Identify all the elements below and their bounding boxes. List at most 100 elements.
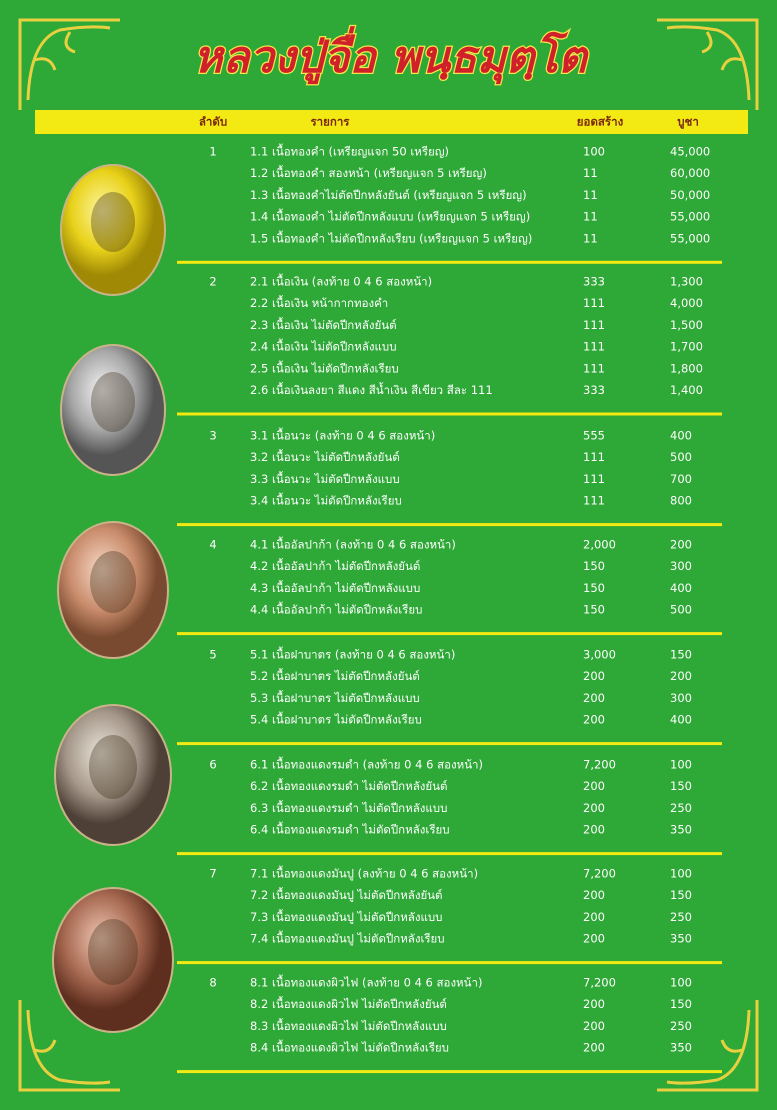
column-header: รายการ — [311, 115, 351, 129]
item: 2.3 เนื้อเงิน ไม่ตัดปีกหลังยันต์ — [250, 317, 397, 332]
group-number: 4 — [209, 538, 216, 552]
medal — [57, 521, 169, 659]
quantity: 11 — [583, 166, 598, 180]
price: 100 — [670, 976, 692, 990]
group-number: 8 — [209, 976, 216, 990]
price: 45,000 — [670, 145, 710, 159]
quantity: 7,200 — [583, 976, 616, 990]
quantity: 555 — [583, 429, 605, 443]
price: 60,000 — [670, 166, 710, 180]
column-header: ลำดับ — [199, 115, 227, 129]
item: 1.1 เนื้อทองคำ (เหรียญแจก 50 เหรียญ) — [250, 144, 449, 159]
price: 1,500 — [670, 318, 703, 332]
header-bar — [35, 110, 748, 134]
item: 1.3 เนื้อทองคำไม่ตัดปีกหลังยันต์ (เหรียญ… — [250, 187, 527, 202]
quantity: 150 — [583, 581, 605, 595]
medal — [54, 704, 172, 846]
price: 100 — [670, 867, 692, 881]
quantity: 111 — [583, 472, 605, 486]
price: 500 — [670, 603, 692, 617]
separator — [177, 260, 722, 264]
title: หลวงปู่จื่อ พนฺธมุตฺโต — [193, 26, 589, 85]
price: 1,300 — [670, 275, 703, 289]
quantity: 11 — [583, 210, 598, 224]
price: 1,800 — [670, 361, 703, 375]
price: 1,700 — [670, 340, 703, 354]
group-number: 3 — [209, 429, 216, 443]
price: 200 — [670, 669, 692, 683]
quantity: 333 — [583, 275, 605, 289]
item: 2.1 เนื้อเงิน (ลงท้าย 0 4 6 สองหน้า) — [250, 274, 432, 289]
item: 8.4 เนื้อทองแดงผิวไฟ ไม่ตัดปีกหลังเรียบ — [250, 1040, 449, 1055]
item: 2.2 เนื้อเงิน หน้ากากทองคำ — [250, 295, 388, 310]
quantity: 200 — [583, 691, 605, 705]
group-number: 2 — [209, 275, 216, 289]
price: 800 — [670, 494, 692, 508]
price: 350 — [670, 823, 692, 837]
item: 5.3 เนื้อฝาบาตร ไม่ตัดปีกหลังแบบ — [250, 690, 420, 705]
quantity: 11 — [583, 188, 598, 202]
quantity: 2,000 — [583, 538, 616, 552]
quantity: 200 — [583, 997, 605, 1011]
group-number: 6 — [209, 758, 216, 772]
quantity: 111 — [583, 318, 605, 332]
price: 4,000 — [670, 296, 703, 310]
price: 250 — [670, 801, 692, 815]
item: 7.2 เนื้อทองแดงมันปู ไม่ตัดปีกหลังยันต์ — [250, 887, 443, 902]
price: 50,000 — [670, 188, 710, 202]
medals — [52, 164, 174, 1033]
item: 3.2 เนื้อนวะ ไม่ตัดปีกหลังยันต์ — [250, 449, 400, 464]
item: 8.2 เนื้อทองแดงผิวไฟ ไม่ตัดปีกหลังยันต์ — [250, 996, 447, 1011]
item: 4.2 เนื้ออัลปาก้า ไม่ตัดปีกหลังยันต์ — [250, 558, 420, 573]
price: 150 — [670, 888, 692, 902]
quantity: 200 — [583, 910, 605, 924]
item: 7.1 เนื้อทองแดงมันปู (ลงท้าย 0 4 6 สองหน… — [250, 866, 478, 881]
item: 8.1 เนื้อทองแดงผิวไฟ (ลงท้าย 0 4 6 สองหน… — [250, 975, 482, 990]
price: 55,000 — [670, 231, 710, 245]
price: 150 — [670, 779, 692, 793]
price: 350 — [670, 932, 692, 946]
item: 3.3 เนื้อนวะ ไม่ตัดปีกหลังแบบ — [250, 471, 400, 486]
item: 4.3 เนื้ออัลปาก้า ไม่ตัดปีกหลังแบบ — [250, 580, 420, 595]
quantity: 200 — [583, 1041, 605, 1055]
item: 4.4 เนื้ออัลปาก้า ไม่ตัดปีกหลังเรียบ — [250, 602, 422, 617]
quantity: 333 — [583, 383, 605, 397]
item: 4.1 เนื้ออัลปาก้า (ลงท้าย 0 4 6 สองหน้า) — [250, 537, 456, 552]
quantity: 7,200 — [583, 867, 616, 881]
item: 5.2 เนื้อฝาบาตร ไม่ตัดปีกหลังยันต์ — [250, 668, 420, 683]
price: 250 — [670, 910, 692, 924]
quantity: 150 — [583, 603, 605, 617]
column-header: บูชา — [677, 115, 699, 130]
price: 150 — [670, 648, 692, 662]
item: 5.4 เนื้อฝาบาตร ไม่ตัดปีกหลังเรียบ — [250, 712, 422, 727]
quantity: 200 — [583, 779, 605, 793]
quantity: 111 — [583, 450, 605, 464]
quantity: 111 — [583, 361, 605, 375]
quantity: 111 — [583, 340, 605, 354]
item: 3.1 เนื้อนวะ (ลงท้าย 0 4 6 สองหน้า) — [250, 428, 435, 443]
quantity: 11 — [583, 231, 598, 245]
price: 400 — [670, 581, 692, 595]
separator — [177, 852, 722, 856]
price: 400 — [670, 713, 692, 727]
item: 8.3 เนื้อทองแดงผิวไฟ ไม่ตัดปีกหลังแบบ — [250, 1018, 447, 1033]
medal — [60, 164, 166, 296]
item: 3.4 เนื้อนวะ ไม่ตัดปีกหลังเรียบ — [250, 493, 402, 508]
price: 55,000 — [670, 210, 710, 224]
price: 700 — [670, 472, 692, 486]
quantity: 200 — [583, 932, 605, 946]
group-number: 7 — [209, 867, 216, 881]
price: 350 — [670, 1041, 692, 1055]
quantity: 200 — [583, 713, 605, 727]
quantity: 200 — [583, 801, 605, 815]
item: 6.4 เนื้อทองแดงรมดำ ไม่ตัดปีกหลังเรียบ — [250, 822, 450, 837]
item: 1.5 เนื้อทองคำ ไม่ตัดปีกหลังเรียบ (เหรีย… — [250, 230, 532, 245]
item: 7.4 เนื้อทองแดงมันปู ไม่ตัดปีกหลังเรียบ — [250, 931, 445, 946]
price: 1,400 — [670, 383, 703, 397]
price: 300 — [670, 559, 692, 573]
item: 6.1 เนื้อทองแดงรมดำ (ลงท้าย 0 4 6 สองหน้… — [250, 757, 483, 772]
item: 1.4 เนื้อทองคำ ไม่ตัดปีกหลังแบบ (เหรียญแ… — [250, 209, 530, 224]
group-number: 5 — [209, 648, 216, 662]
